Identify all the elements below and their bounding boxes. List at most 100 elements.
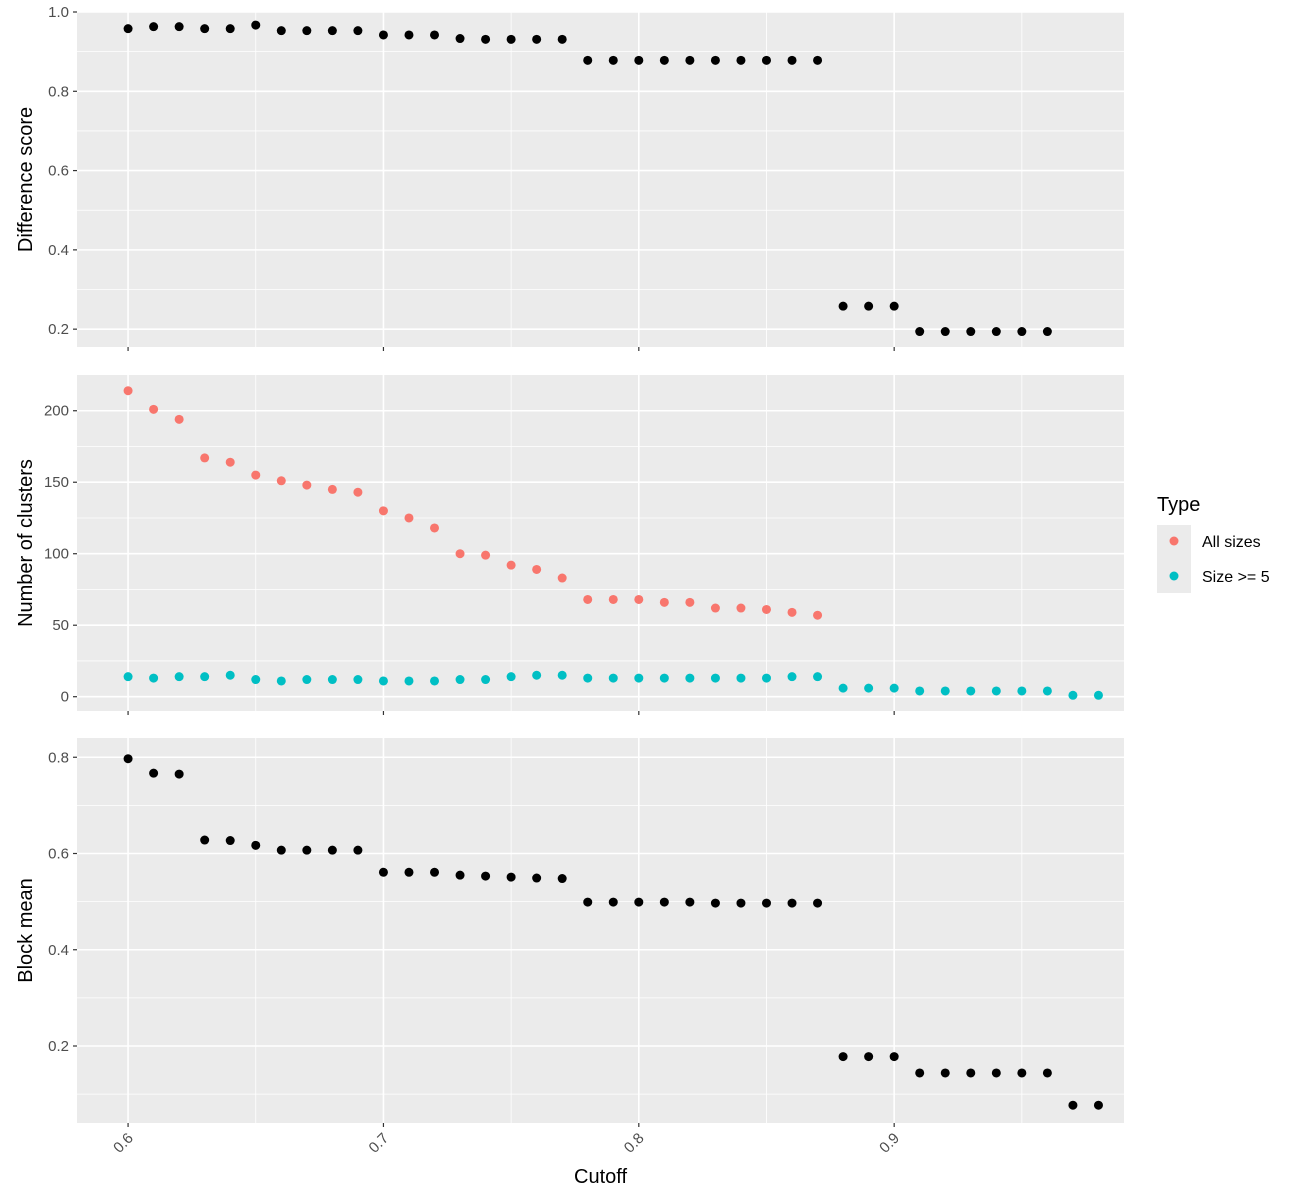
data-point [276,676,286,686]
data-point [966,1068,976,1078]
panel-background [77,738,1124,1123]
legend-title: Type [1157,494,1200,516]
legend-label-all-sizes: All sizes [1202,534,1261,551]
data-point [813,610,823,620]
data-point [430,867,440,877]
x-tick-label: 0.8 [621,1130,648,1157]
y-tick-label: 0.8 [48,83,69,100]
data-point [761,898,771,908]
data-point [251,675,261,685]
data-point [327,845,337,855]
panel-background [77,12,1124,347]
data-point [378,676,388,686]
data-point [608,673,618,683]
data-point [123,754,133,764]
data-point [123,386,133,396]
data-point [200,835,210,845]
data-point [659,897,669,907]
data-point [1042,1068,1052,1078]
data-point [557,874,567,884]
panel-3: 0.2 0.4 0.6 0.8 Block mean [15,738,1124,1127]
data-point [302,845,312,855]
data-point [225,670,235,680]
x-axis-title: Cutoff [574,1166,627,1188]
data-point [251,470,261,480]
data-point [659,597,669,607]
data-point [378,506,388,516]
data-point [991,327,1001,337]
data-point [889,1052,899,1062]
data-point [430,676,440,686]
data-point [787,55,797,65]
data-point [200,24,210,34]
data-point [174,672,184,682]
data-point [506,34,516,44]
data-point [404,676,414,686]
data-point [481,871,491,881]
data-point [276,476,286,486]
data-point [838,683,848,693]
data-point [736,898,746,908]
data-point [149,673,159,683]
data-point [302,675,312,685]
data-point [1042,327,1052,337]
data-point [455,675,465,685]
y-tick-label: 100 [44,546,69,563]
data-point [659,673,669,683]
series-points [123,20,1052,337]
data-point [455,549,465,559]
data-point [838,301,848,311]
data-point [378,30,388,40]
data-point [506,672,516,682]
x-axis: 0.6 0.7 0.8 0.9 Cutoff [110,1130,903,1188]
data-point [353,675,363,685]
data-point [966,327,976,337]
data-point [608,594,618,604]
data-point [302,480,312,490]
data-point [889,301,899,311]
data-point [404,30,414,40]
data-point [761,55,771,65]
data-point [864,1052,874,1062]
y-tick-label: 1.0 [48,4,69,21]
data-point [481,675,491,685]
data-point [149,22,159,32]
data-point [1093,690,1103,700]
legend: Type All sizes Size >= 5 [1157,494,1270,593]
y-axis-title: Difference score [15,107,37,252]
data-point [787,607,797,617]
data-point [123,24,133,34]
data-point [915,686,925,696]
data-point [940,1068,950,1078]
x-tick-label: 0.6 [110,1130,137,1157]
data-point [481,550,491,560]
y-tick-label: 200 [44,403,69,420]
data-point [710,603,720,613]
data-point [327,484,337,494]
data-point [481,34,491,44]
y-tick-label: 0 [61,689,69,706]
data-point [1093,1100,1103,1110]
data-point [430,523,440,533]
legend-label-size-5: Size >= 5 [1202,569,1270,586]
data-point [915,327,925,337]
panel-background [77,375,1124,711]
data-point [813,898,823,908]
data-point [1017,327,1027,337]
data-point [685,673,695,683]
data-point [608,897,618,907]
data-point [200,453,210,463]
data-point [149,404,159,414]
data-point [813,672,823,682]
data-point [200,672,210,682]
data-point [276,845,286,855]
data-point [864,301,874,311]
data-point [404,867,414,877]
data-point [940,327,950,337]
data-point [685,597,695,607]
data-point [123,672,133,682]
series-size-5 [123,670,1103,700]
data-point [174,414,184,424]
y-tick-label: 0.6 [48,846,69,863]
data-point [991,1068,1001,1078]
